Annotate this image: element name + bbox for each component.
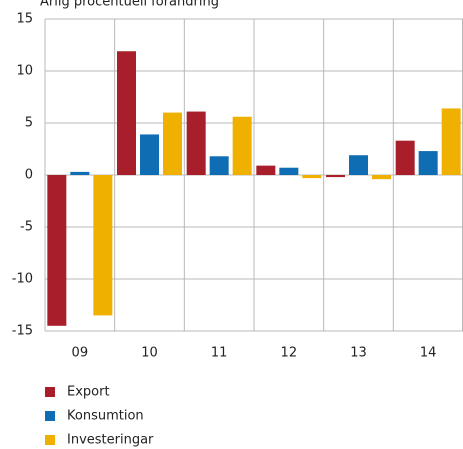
y-tick-label: 0 bbox=[25, 168, 33, 183]
bar bbox=[117, 51, 136, 175]
bar bbox=[372, 175, 391, 180]
legend-label: Investeringar bbox=[67, 433, 154, 448]
legend-swatch bbox=[45, 411, 55, 421]
legend-label: Konsumtion bbox=[67, 409, 144, 424]
bar bbox=[93, 175, 113, 316]
bar bbox=[302, 175, 322, 179]
x-tick-label: 12 bbox=[281, 346, 298, 361]
bar bbox=[232, 116, 252, 175]
y-tick-label: 15 bbox=[16, 12, 33, 27]
bar bbox=[279, 167, 299, 175]
x-tick-label: 09 bbox=[72, 346, 89, 361]
bar bbox=[418, 151, 438, 175]
x-tick-label: 14 bbox=[420, 346, 437, 361]
y-tick-label: -5 bbox=[20, 220, 33, 235]
bar bbox=[209, 156, 229, 175]
bar bbox=[256, 165, 276, 175]
bar bbox=[186, 111, 206, 175]
legend-swatch bbox=[45, 387, 55, 397]
chart-title: Årlig procentuell förändring bbox=[40, 0, 219, 10]
bar bbox=[70, 171, 90, 175]
legend-label: Export bbox=[67, 385, 110, 400]
x-tick-label: 10 bbox=[141, 346, 158, 361]
bar bbox=[441, 108, 461, 175]
bar bbox=[326, 175, 345, 178]
y-tick-label: -10 bbox=[12, 272, 33, 287]
y-tick-label: -15 bbox=[12, 324, 33, 339]
y-tick-label: 5 bbox=[25, 116, 33, 131]
bar bbox=[140, 134, 159, 175]
y-tick-label: 10 bbox=[16, 64, 33, 79]
x-tick-label: 13 bbox=[350, 346, 367, 361]
x-tick-label: 11 bbox=[211, 346, 228, 361]
bar bbox=[47, 175, 67, 326]
legend-swatch bbox=[45, 435, 55, 445]
bar bbox=[349, 155, 368, 175]
bar bbox=[395, 140, 415, 175]
bar bbox=[163, 112, 182, 175]
